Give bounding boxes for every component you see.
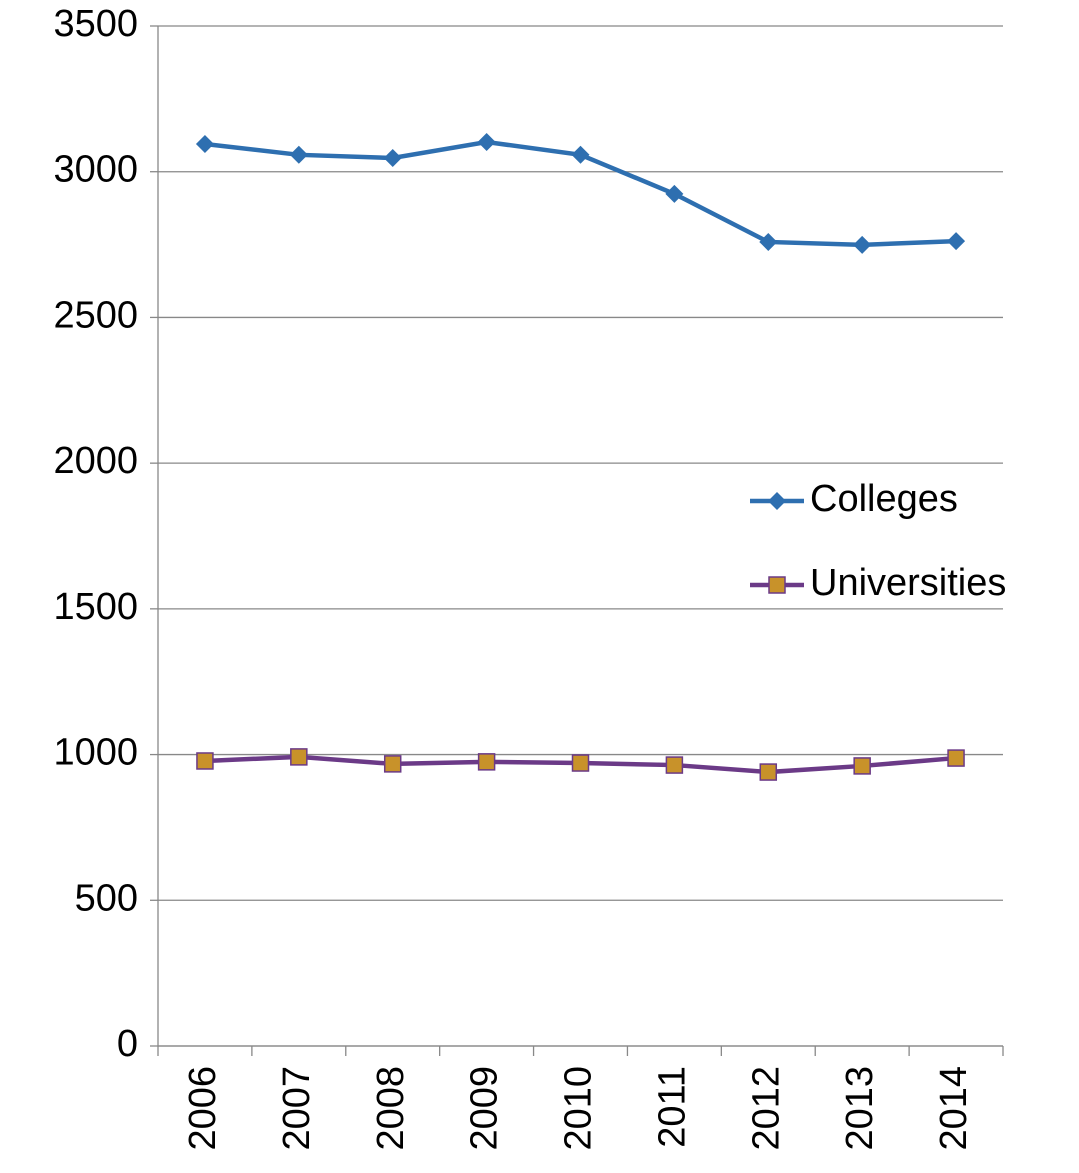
x-tick-label: 2006: [182, 1066, 224, 1151]
y-tick-label: 2000: [53, 440, 138, 482]
x-tick-label: 2007: [276, 1066, 318, 1151]
marker: [665, 184, 684, 203]
marker: [383, 149, 402, 168]
marker: [195, 135, 214, 154]
x-tick-label: 2013: [839, 1066, 881, 1151]
marker: [289, 145, 308, 164]
marker: [665, 756, 684, 774]
marker: [383, 755, 402, 773]
marker: [768, 492, 786, 510]
marker: [853, 235, 872, 254]
y-tick-label: 3000: [53, 149, 138, 191]
y-tick-label: 3500: [53, 3, 138, 45]
x-tick-label: 2009: [464, 1066, 506, 1151]
y-tick-label: 500: [75, 877, 138, 919]
marker: [768, 576, 786, 594]
marker: [759, 232, 778, 251]
marker: [196, 752, 214, 770]
legend-label: Colleges: [810, 478, 958, 520]
x-tick-label: 2014: [933, 1066, 975, 1151]
marker: [947, 749, 965, 767]
marker: [759, 763, 778, 781]
marker: [947, 232, 966, 251]
marker: [571, 754, 590, 772]
x-tick-label: 2011: [651, 1066, 693, 1148]
y-tick-label: 1000: [53, 732, 138, 774]
x-tick-label: 2012: [745, 1066, 787, 1151]
x-tick-label: 2008: [370, 1066, 412, 1151]
y-tick-label: 1500: [53, 586, 138, 628]
x-tick-label: 2010: [558, 1066, 600, 1151]
legend-label: Universities: [810, 562, 1006, 604]
y-tick-label: 0: [117, 1023, 138, 1065]
marker: [477, 753, 496, 771]
marker: [853, 757, 871, 775]
marker: [571, 145, 590, 164]
y-tick-label: 2500: [53, 294, 138, 336]
marker: [477, 132, 496, 151]
marker: [290, 748, 308, 766]
